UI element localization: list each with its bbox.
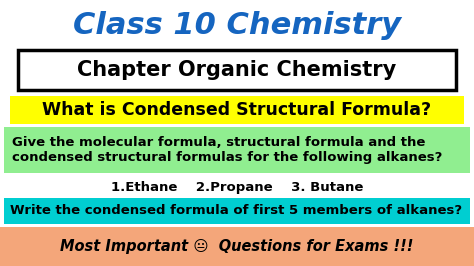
- Text: Write the condensed formula of first 5 members of alkanes?: Write the condensed formula of first 5 m…: [10, 205, 462, 218]
- Text: Class 10 Chemistry: Class 10 Chemistry: [73, 11, 401, 40]
- FancyBboxPatch shape: [4, 198, 470, 224]
- Text: Give the molecular formula, structural formula and the
condensed structural form: Give the molecular formula, structural f…: [12, 136, 442, 164]
- Text: 1.Ethane    2.Propane    3. Butane: 1.Ethane 2.Propane 3. Butane: [111, 181, 363, 193]
- FancyBboxPatch shape: [4, 127, 470, 173]
- FancyBboxPatch shape: [18, 50, 456, 90]
- FancyBboxPatch shape: [0, 227, 474, 266]
- FancyBboxPatch shape: [10, 96, 464, 124]
- Text: Chapter Organic Chemistry: Chapter Organic Chemistry: [77, 60, 397, 80]
- Text: What is Condensed Structural Formula?: What is Condensed Structural Formula?: [43, 101, 431, 119]
- Text: Most Important 😐  Questions for Exams !!!: Most Important 😐 Questions for Exams !!!: [60, 239, 414, 255]
